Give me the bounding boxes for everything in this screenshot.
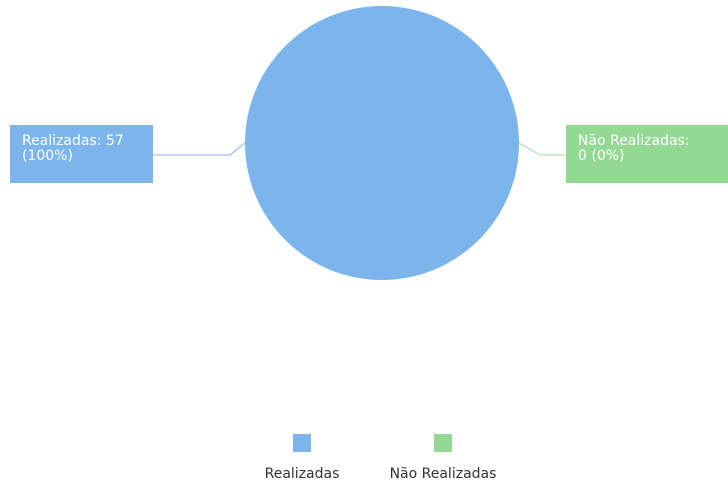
- legend-label: Realizadas: [265, 466, 340, 482]
- pie-slice: [245, 6, 519, 280]
- legend-swatch: [434, 434, 452, 452]
- connector: [153, 142, 246, 156]
- legend-label: Não Realizadas: [390, 466, 497, 482]
- data-label: Não Realizadas: 0 (0%): [566, 125, 728, 183]
- legend-swatch: [293, 434, 311, 452]
- data-label: Realizadas: 57 (100%): [10, 125, 153, 183]
- connector: [518, 142, 566, 156]
